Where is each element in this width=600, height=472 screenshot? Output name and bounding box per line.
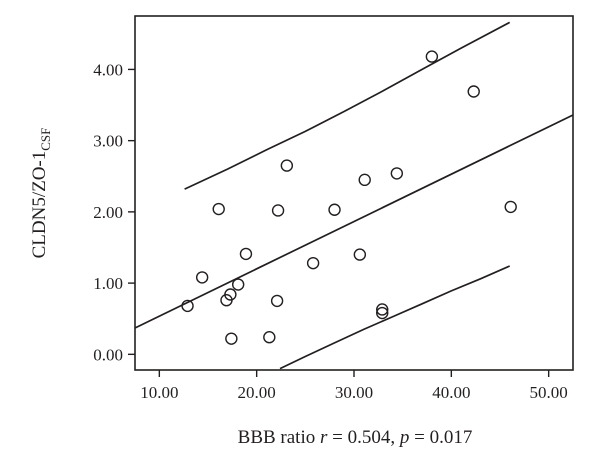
data-point — [467, 85, 480, 98]
x-tick-label: 10.00 — [140, 383, 178, 402]
data-point — [224, 288, 237, 301]
data-point — [425, 50, 439, 63]
x-tick-label: 30.00 — [335, 383, 373, 402]
data-point — [328, 203, 341, 216]
data-points — [181, 50, 517, 345]
fit-line — [134, 114, 574, 329]
data-point — [263, 331, 276, 344]
p-symbol: p — [398, 427, 410, 448]
y-axis: 0.00 1.00 2.00 3.00 4.00 — [93, 60, 135, 364]
data-point — [358, 173, 371, 187]
r-symbol: r — [320, 427, 328, 448]
y-tick-label: 4.00 — [93, 60, 123, 79]
data-point — [225, 332, 238, 345]
y-axis-label: CLDN5/ZO-1 — [29, 151, 50, 259]
x-tick-label: 50.00 — [530, 383, 568, 402]
x-tick-label: 40.00 — [432, 383, 470, 402]
lower-band-line — [279, 265, 511, 370]
x-axis: 10.00 20.00 30.00 40.00 50.00 — [140, 370, 568, 402]
data-point — [306, 256, 320, 270]
data-point — [212, 202, 225, 216]
y-axis-title: CLDN5/ZO-1CSF — [29, 128, 53, 259]
data-point — [270, 294, 284, 308]
data-point — [376, 306, 389, 320]
r-value: = 0.504, — [332, 427, 395, 448]
x-tick-label: 20.00 — [238, 383, 276, 402]
data-point — [353, 248, 367, 261]
x-axis-title: BBB ratio r = 0.504, p = 0.017 — [238, 427, 473, 448]
data-point — [239, 247, 253, 261]
p-value: = 0.017 — [414, 427, 472, 448]
y-tick-label: 3.00 — [93, 132, 123, 151]
x-axis-label: BBB ratio — [238, 427, 316, 448]
data-point — [271, 204, 285, 217]
data-point — [376, 303, 389, 316]
data-point — [390, 167, 404, 180]
upper-band-line — [184, 21, 511, 190]
data-point — [195, 271, 209, 284]
data-point — [280, 159, 294, 172]
regression-lines — [134, 21, 574, 370]
data-point — [504, 200, 517, 214]
data-point — [181, 299, 194, 313]
y-tick-label: 1.00 — [93, 274, 123, 293]
plot-frame — [134, 15, 574, 371]
y-tick-label: 2.00 — [93, 203, 123, 222]
y-axis-label-subscript: CSF — [38, 128, 53, 151]
y-tick-label: 0.00 — [93, 345, 123, 364]
data-point — [231, 278, 245, 291]
